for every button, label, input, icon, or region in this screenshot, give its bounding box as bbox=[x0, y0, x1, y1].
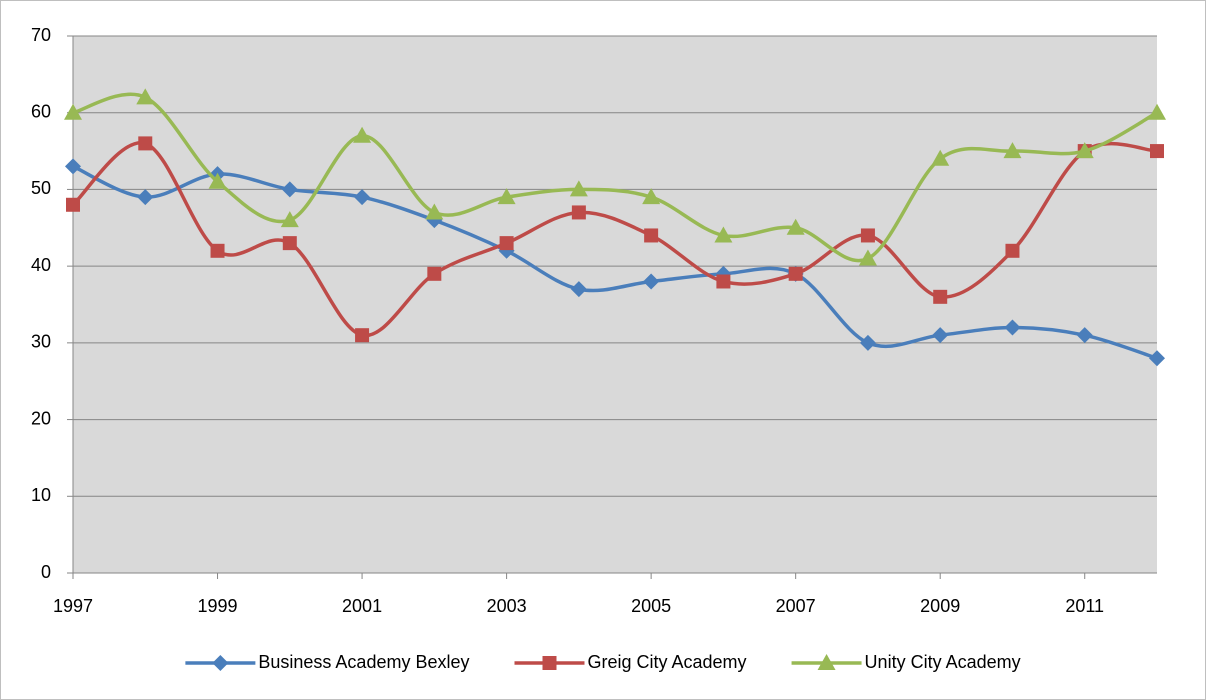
marker bbox=[932, 327, 949, 344]
marker bbox=[137, 189, 154, 206]
marker bbox=[208, 172, 227, 189]
marker bbox=[1150, 144, 1164, 159]
y-tick-label: 50 bbox=[31, 178, 51, 198]
marker bbox=[280, 211, 299, 228]
marker bbox=[354, 189, 371, 206]
y-tick-label: 70 bbox=[31, 25, 51, 45]
marker bbox=[497, 188, 516, 205]
marker bbox=[571, 205, 586, 220]
y-tick-label: 30 bbox=[31, 332, 51, 352]
marker bbox=[282, 236, 297, 251]
marker bbox=[860, 228, 875, 243]
plot-area bbox=[73, 36, 1157, 573]
marker bbox=[1004, 319, 1021, 336]
x-tick-label: 1999 bbox=[198, 596, 238, 616]
marker bbox=[644, 228, 659, 243]
marker bbox=[542, 656, 557, 670]
x-tick-label: 2003 bbox=[487, 596, 527, 616]
series-line bbox=[71, 141, 1158, 338]
marker bbox=[933, 289, 948, 304]
legend-item: Unity City Academy bbox=[791, 652, 1021, 672]
marker bbox=[210, 243, 225, 258]
legend-label: Greig City Academy bbox=[587, 652, 746, 672]
y-tick-label: 60 bbox=[31, 101, 51, 121]
marker bbox=[355, 328, 370, 343]
x-tick-label: 1997 bbox=[53, 596, 93, 616]
marker bbox=[931, 149, 950, 166]
marker bbox=[716, 274, 731, 289]
marker bbox=[569, 180, 588, 197]
marker bbox=[786, 218, 805, 235]
marker bbox=[427, 266, 442, 281]
marker bbox=[425, 203, 444, 220]
legend-label: Unity City Academy bbox=[865, 652, 1021, 672]
marker bbox=[817, 654, 836, 670]
marker bbox=[212, 655, 229, 671]
marker bbox=[859, 334, 876, 351]
marker bbox=[499, 236, 514, 251]
marker bbox=[714, 226, 733, 243]
marker bbox=[65, 158, 81, 175]
y-tick-label: 10 bbox=[31, 485, 51, 505]
marker bbox=[353, 126, 372, 143]
marker bbox=[643, 273, 660, 290]
x-tick-label: 2001 bbox=[342, 596, 382, 616]
y-tick-label: 20 bbox=[31, 408, 51, 428]
marker bbox=[788, 266, 803, 281]
x-tick-label: 2007 bbox=[776, 596, 816, 616]
legend-label: Business Academy Bexley bbox=[258, 652, 469, 672]
marker bbox=[570, 281, 587, 298]
marker bbox=[858, 249, 877, 266]
marker bbox=[642, 188, 661, 205]
marker bbox=[66, 197, 80, 212]
legend-item: Greig City Academy bbox=[514, 652, 747, 672]
marker bbox=[1148, 103, 1166, 120]
marker bbox=[281, 181, 298, 198]
marker bbox=[1003, 142, 1022, 159]
x-tick-label: 2011 bbox=[1065, 596, 1104, 616]
marker bbox=[138, 136, 153, 151]
series-line bbox=[72, 164, 1158, 360]
marker bbox=[136, 88, 155, 105]
legend: Business Academy Bexley Greig City Academ… bbox=[185, 652, 1021, 672]
marker bbox=[1149, 350, 1165, 367]
legend-item: Business Academy Bexley bbox=[185, 652, 469, 672]
series-line bbox=[72, 92, 1158, 263]
marker bbox=[1076, 327, 1093, 344]
x-tick-label: 2009 bbox=[920, 596, 960, 616]
marker bbox=[64, 103, 82, 120]
y-tick-label: 0 bbox=[41, 562, 51, 582]
marker bbox=[1005, 243, 1020, 258]
y-tick-label: 40 bbox=[31, 255, 51, 275]
x-tick-label: 2005 bbox=[631, 596, 671, 616]
marker bbox=[1075, 142, 1094, 159]
